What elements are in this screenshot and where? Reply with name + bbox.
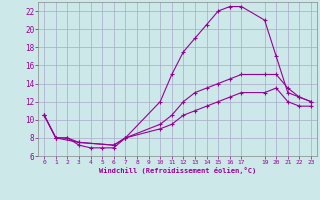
X-axis label: Windchill (Refroidissement éolien,°C): Windchill (Refroidissement éolien,°C) — [99, 167, 256, 174]
